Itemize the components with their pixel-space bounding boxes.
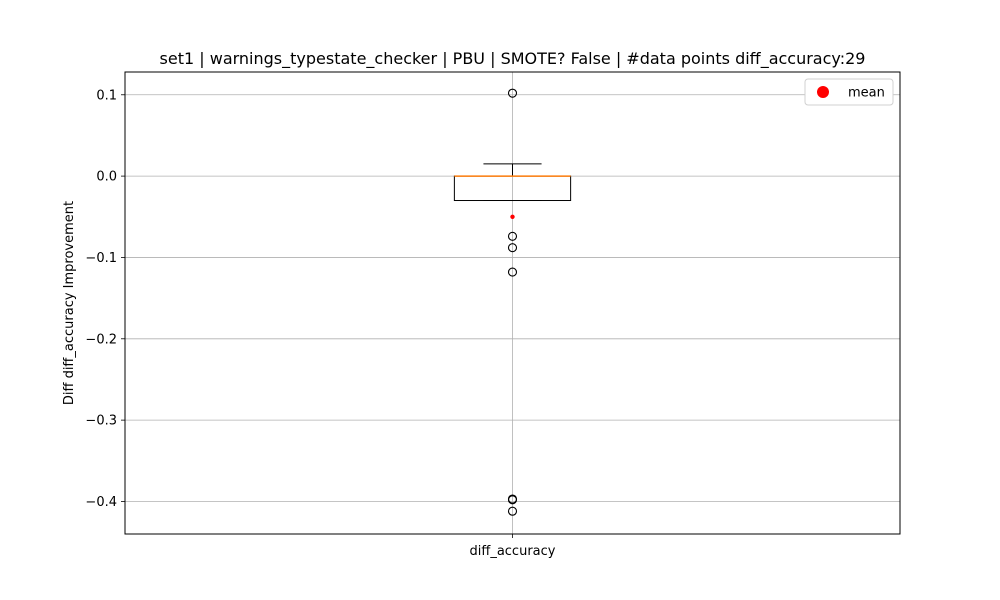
y-tick-label: −0.4 [85, 495, 117, 510]
y-axis-label: Diff diff_accuracy Improvement [62, 201, 77, 405]
chart-title: set1 | warnings_typestate_checker | PBU … [160, 49, 866, 69]
y-tick-label: −0.3 [85, 414, 117, 429]
outlier-point [507, 88, 518, 98]
y-tick-label: 0.1 [96, 88, 117, 103]
outlier-point [507, 267, 518, 277]
box-diff_accuracy [453, 88, 572, 516]
legend-label-mean: mean [848, 86, 885, 101]
legend-marker-mean [817, 86, 829, 98]
outlier-point [507, 495, 518, 505]
x-axis-ticks: diff_accuracy [470, 534, 556, 559]
outlier-point [507, 506, 518, 516]
y-axis-ticks: 0.1 0.0 −0.1 −0.2 −0.3 −0.4 [85, 88, 125, 510]
y-tick-label: 0.0 [96, 170, 117, 185]
plot-frame [124, 71, 901, 535]
outlier-point [507, 243, 518, 253]
y-tick-label: −0.1 [85, 251, 117, 266]
x-tick-label: diff_accuracy [470, 544, 556, 559]
box-group [453, 88, 572, 516]
y-tick-label: −0.2 [85, 332, 117, 347]
legend-box [804, 78, 894, 106]
outlier-point [507, 231, 518, 241]
mean-marker [510, 214, 515, 219]
legend: mean [804, 78, 894, 106]
